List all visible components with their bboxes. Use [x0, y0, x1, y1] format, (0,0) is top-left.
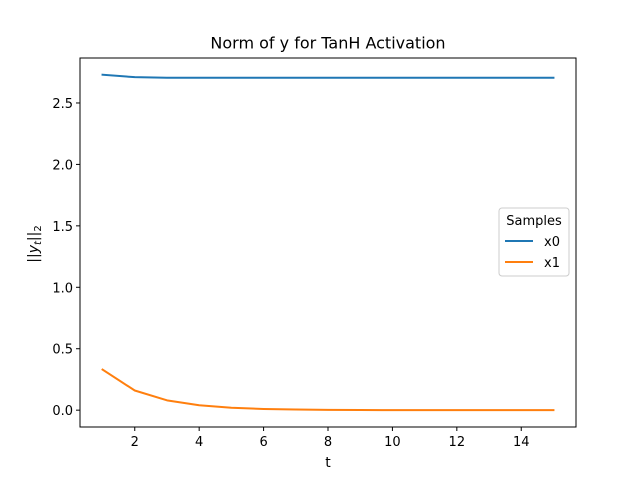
chart-title: Norm of y for TanH Activation: [210, 34, 445, 53]
legend-box: [498, 207, 570, 277]
x-tick-label: 8: [324, 435, 332, 450]
y-tick-label: 1.5: [52, 220, 73, 235]
y-tick-label: 2.0: [52, 158, 73, 173]
plot-area: 2 4 6 8 10 12 14 0.0 0.5 1.0 1.5 2.0 2.5: [52, 57, 577, 450]
x-tick-label: 2: [131, 435, 139, 450]
x-axis-title: t: [325, 455, 331, 471]
y-tick-label: 1.0: [52, 281, 73, 296]
legend-title: Samples: [506, 214, 562, 229]
x-tick-label: 14: [513, 435, 530, 450]
x-tick-label: 4: [195, 435, 203, 450]
y-axis-title-sub: t: [33, 240, 44, 245]
x-tick-label: 10: [384, 435, 401, 450]
legend-label-x0: x0: [544, 235, 560, 250]
y-axis-title-norm-sub: 2: [33, 225, 44, 231]
y-axis-title-var: y: [26, 244, 42, 254]
x-tick-label: 6: [259, 435, 267, 450]
y-tick-label: 0.5: [52, 343, 73, 358]
y-axis-title-bars-right: ||: [26, 232, 42, 241]
legend-label-x1: x1: [544, 256, 560, 271]
y-axis-title: ||yt||2: [26, 225, 44, 262]
y-axis-title-bars-left: ||: [26, 253, 42, 262]
series-line-x1: [101, 368, 555, 412]
x-tick-label: 12: [449, 435, 466, 450]
series-line-x0: [101, 73, 555, 79]
y-tick-label: 2.5: [52, 97, 73, 112]
y-tick-label: 0.0: [52, 404, 73, 419]
legend: Samples x0 x1: [498, 207, 570, 277]
